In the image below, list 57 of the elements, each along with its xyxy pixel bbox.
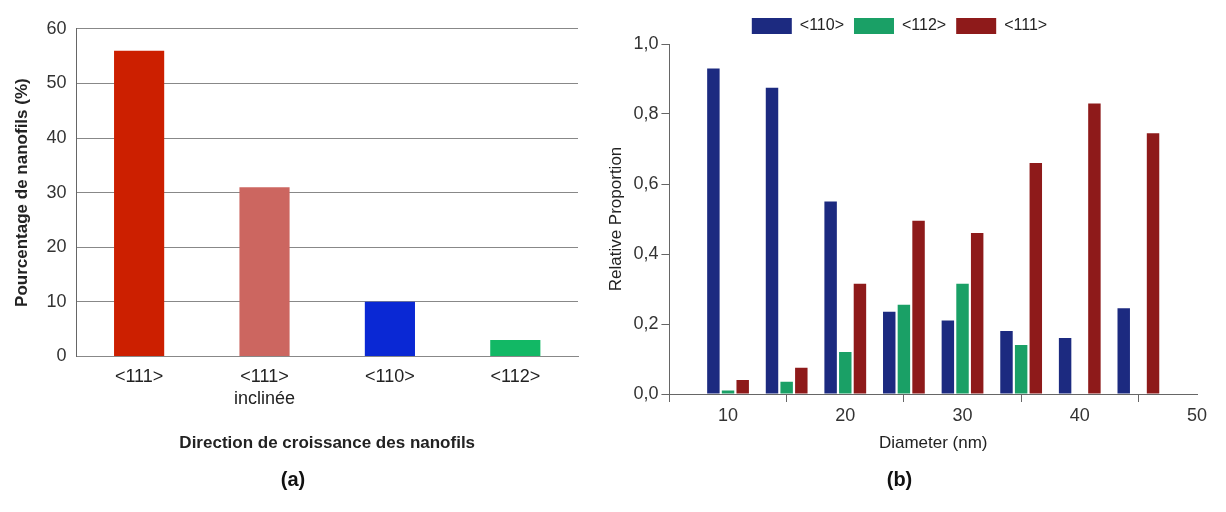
x-axis-title: Direction de croissance des nanofils — [179, 433, 476, 453]
y-tick-label: 0,4 — [633, 242, 659, 263]
y-tick-label: 0,0 — [633, 382, 659, 403]
legend-label: <112> — [902, 16, 947, 34]
bar — [839, 352, 852, 394]
x-tick-label: 10 — [718, 404, 739, 425]
legend-label: <110> — [799, 16, 844, 34]
bar — [1117, 308, 1130, 394]
y-axis-title: Pourcentage de nanofils (%) — [11, 78, 31, 307]
bar — [941, 320, 955, 394]
y-tick-label: 60 — [46, 17, 67, 38]
x-tick-label: <111> — [114, 366, 164, 387]
bar — [912, 220, 925, 394]
text: (a) — [280, 467, 306, 490]
bar — [970, 233, 984, 394]
bar — [795, 367, 808, 394]
x-tick-label: 30 — [952, 404, 973, 425]
bar — [707, 68, 720, 394]
text: (b) — [886, 467, 913, 490]
bar — [956, 283, 969, 394]
bar — [1088, 103, 1101, 394]
y-tick-label: 0,2 — [633, 312, 659, 333]
bar — [490, 340, 541, 356]
y-tick-label: 0,6 — [633, 172, 659, 193]
x-tick-label: <111> inclinée — [233, 366, 296, 408]
x-tick-label: 20 — [835, 404, 856, 425]
bar — [853, 283, 867, 394]
bar — [1146, 133, 1160, 394]
y-tick-label: 20 — [46, 236, 67, 257]
bar — [1014, 345, 1028, 394]
y-tick-label: 10 — [46, 290, 67, 311]
bar — [1058, 338, 1072, 394]
y-tick-label: 0,8 — [633, 102, 659, 123]
bar — [883, 311, 896, 394]
bar — [736, 380, 749, 394]
bar — [239, 187, 290, 356]
bar — [364, 301, 415, 356]
y-tick-label: 30 — [46, 181, 67, 202]
bar — [721, 390, 735, 394]
y-tick-label: 1,0 — [633, 32, 659, 53]
x-axis-title: Diameter (nm) — [878, 433, 988, 453]
y-axis-title: Relative Proportion — [605, 146, 625, 292]
legend-label: <111> — [1004, 16, 1048, 34]
bar — [897, 304, 911, 394]
bar — [765, 87, 779, 394]
bar — [824, 201, 837, 394]
x-tick-label: <112> — [490, 366, 541, 387]
bar — [1000, 331, 1013, 394]
x-tick-label: 40 — [1069, 404, 1090, 425]
y-tick-label: 50 — [46, 72, 67, 93]
y-tick-label: 0 — [56, 345, 67, 366]
bar — [1029, 163, 1043, 394]
y-tick-label: 40 — [46, 126, 67, 147]
bar — [114, 50, 165, 356]
bar — [780, 381, 793, 394]
x-tick-label: 50 — [1186, 404, 1208, 425]
x-tick-label: <110> — [365, 366, 415, 387]
